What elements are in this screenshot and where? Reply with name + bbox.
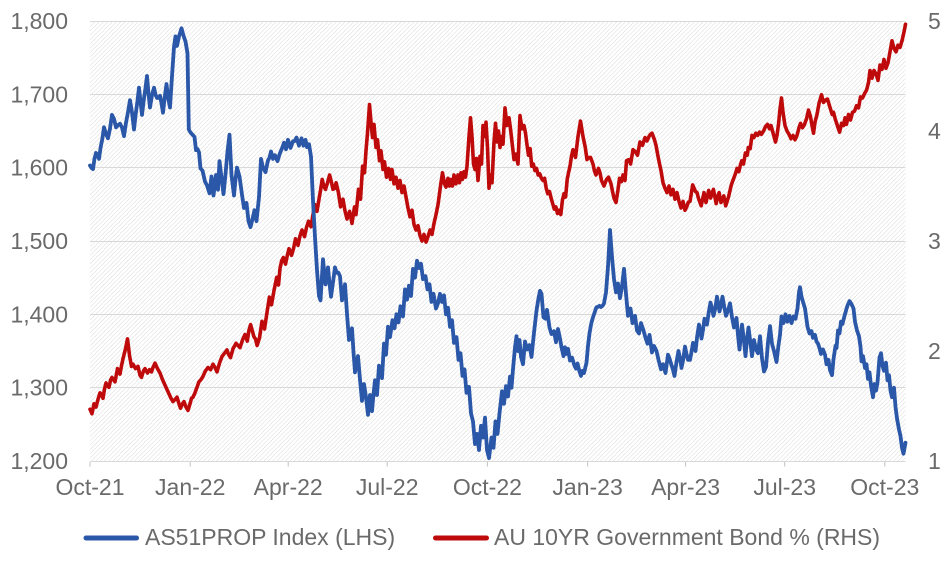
svg-text:Jul-22: Jul-22 bbox=[356, 474, 419, 500]
svg-text:1,400: 1,400 bbox=[10, 301, 68, 327]
svg-text:Jan-22: Jan-22 bbox=[155, 474, 225, 500]
svg-text:1,600: 1,600 bbox=[10, 155, 68, 181]
svg-text:Oct-22: Oct-22 bbox=[453, 474, 522, 500]
svg-text:1,700: 1,700 bbox=[10, 81, 68, 107]
svg-text:1,200: 1,200 bbox=[10, 448, 68, 474]
svg-text:AS51PROP Index (LHS): AS51PROP Index (LHS) bbox=[145, 524, 395, 550]
svg-text:Jul-23: Jul-23 bbox=[753, 474, 816, 500]
svg-text:Jan-23: Jan-23 bbox=[552, 474, 622, 500]
svg-text:Oct-23: Oct-23 bbox=[850, 474, 919, 500]
svg-text:2: 2 bbox=[928, 338, 941, 364]
svg-text:5: 5 bbox=[928, 8, 941, 34]
svg-text:Oct-21: Oct-21 bbox=[55, 474, 124, 500]
svg-text:3: 3 bbox=[928, 228, 941, 254]
svg-text:1,500: 1,500 bbox=[10, 228, 68, 254]
svg-text:1,300: 1,300 bbox=[10, 375, 68, 401]
svg-text:AU 10YR Government Bond % (RHS: AU 10YR Government Bond % (RHS) bbox=[494, 524, 880, 550]
svg-text:Apr-23: Apr-23 bbox=[651, 474, 720, 500]
svg-text:4: 4 bbox=[928, 118, 941, 144]
svg-text:Apr-22: Apr-22 bbox=[254, 474, 323, 500]
svg-text:1: 1 bbox=[928, 448, 941, 474]
svg-text:1,800: 1,800 bbox=[10, 8, 68, 34]
